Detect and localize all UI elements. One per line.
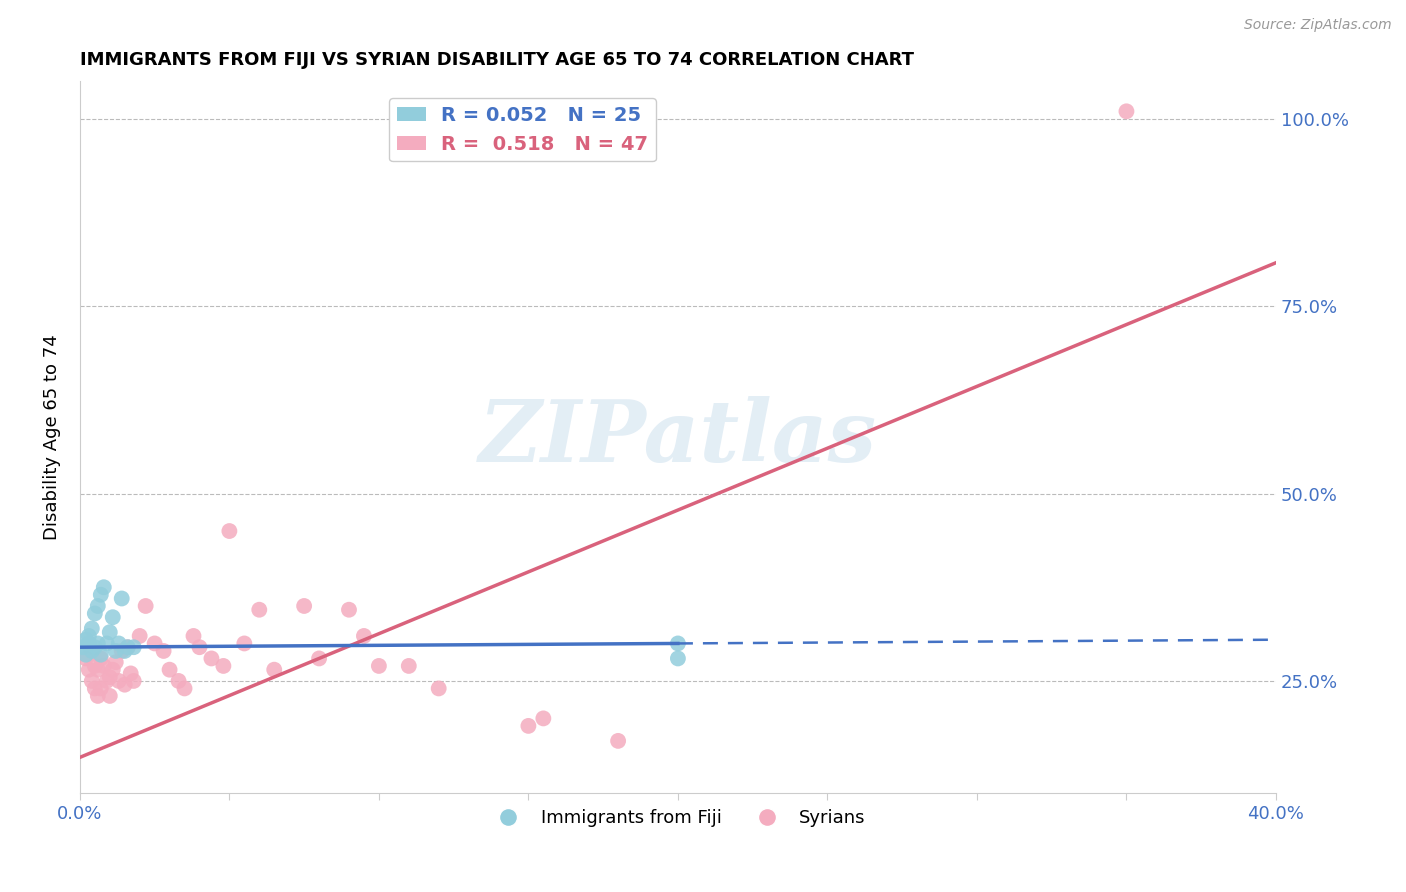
Point [96, 673, 118, 688]
Point [98, 625, 121, 640]
Point [517, 719, 540, 733]
Point [75, 651, 97, 665]
Point [114, 644, 136, 658]
Point [173, 681, 195, 696]
Point [427, 681, 450, 696]
Point [531, 711, 554, 725]
Point [111, 591, 134, 606]
Point [183, 629, 205, 643]
Point [83, 640, 105, 655]
Point [200, 651, 222, 665]
Point [337, 603, 360, 617]
Point [607, 734, 630, 748]
Point [77, 629, 100, 643]
Point [128, 629, 150, 643]
Point [90, 651, 112, 665]
Point [80, 622, 103, 636]
Point [77, 636, 100, 650]
Point [1115, 104, 1137, 119]
Point [93, 659, 115, 673]
Point [308, 651, 330, 665]
Point [159, 663, 181, 677]
Point [135, 599, 157, 613]
Point [98, 670, 121, 684]
Point [218, 524, 240, 538]
Point [96, 636, 118, 650]
Point [367, 659, 389, 673]
Point [114, 678, 136, 692]
Point [80, 644, 103, 658]
Text: ZIPatlas: ZIPatlas [479, 395, 877, 479]
Point [101, 610, 124, 624]
Point [83, 659, 105, 673]
Point [122, 673, 145, 688]
Point [87, 636, 110, 650]
Point [353, 629, 375, 643]
Point [143, 636, 166, 650]
Point [188, 640, 211, 655]
Point [87, 689, 110, 703]
Point [666, 636, 689, 650]
Point [104, 644, 127, 658]
Point [107, 636, 129, 650]
Point [83, 607, 105, 621]
Point [263, 663, 285, 677]
Point [111, 644, 134, 658]
Point [398, 659, 420, 673]
Point [117, 640, 139, 655]
Point [98, 689, 121, 703]
Point [666, 651, 689, 665]
Point [117, 640, 139, 655]
Point [120, 666, 142, 681]
Text: IMMIGRANTS FROM FIJI VS SYRIAN DISABILITY AGE 65 TO 74 CORRELATION CHART: IMMIGRANTS FROM FIJI VS SYRIAN DISABILIT… [80, 51, 914, 69]
Point [247, 603, 270, 617]
Point [77, 663, 100, 677]
Point [212, 659, 235, 673]
Point [101, 663, 124, 677]
Point [90, 648, 112, 662]
Text: Source: ZipAtlas.com: Source: ZipAtlas.com [1244, 18, 1392, 32]
Point [80, 673, 103, 688]
Point [233, 636, 256, 650]
Point [72, 640, 94, 655]
Point [83, 681, 105, 696]
Point [90, 588, 112, 602]
Point [152, 644, 174, 658]
Point [122, 640, 145, 655]
Y-axis label: Disability Age 65 to 74: Disability Age 65 to 74 [44, 334, 60, 541]
Legend: Immigrants from Fiji, Syrians: Immigrants from Fiji, Syrians [482, 802, 873, 834]
Point [75, 648, 97, 662]
Point [90, 681, 112, 696]
Point [107, 673, 129, 688]
Point [167, 673, 190, 688]
Point [87, 599, 110, 613]
Point [104, 655, 127, 669]
Point [87, 663, 110, 677]
Point [93, 580, 115, 594]
Point [292, 599, 315, 613]
Point [75, 632, 97, 647]
